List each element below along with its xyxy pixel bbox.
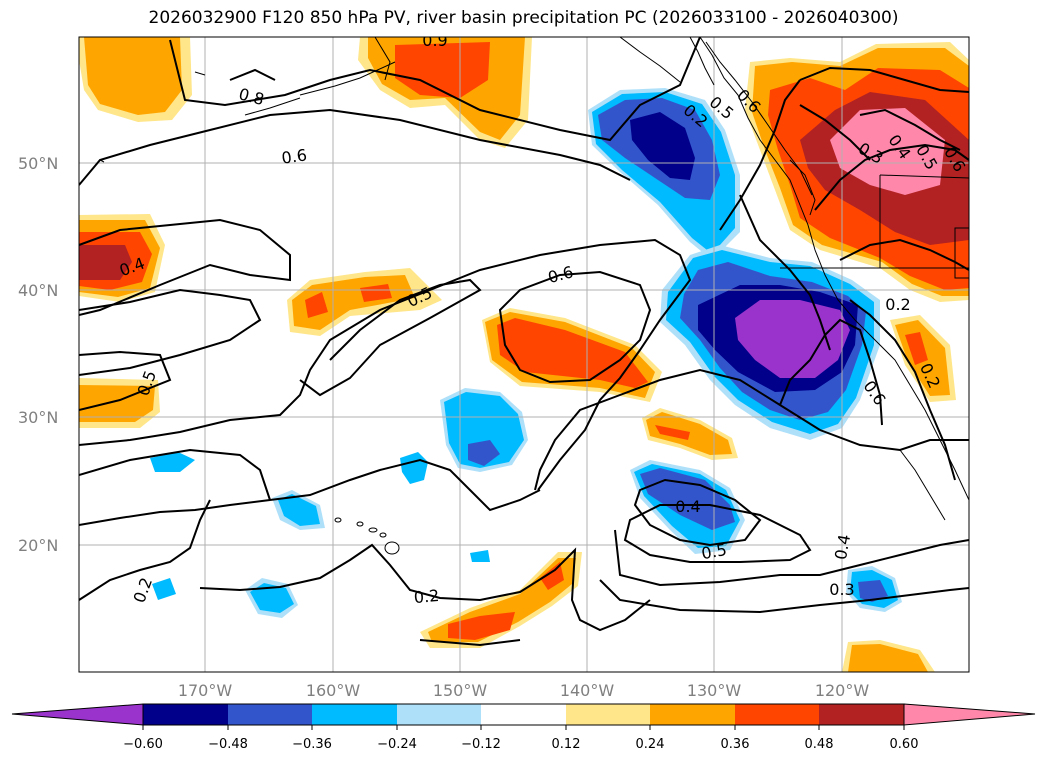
colorbar-tick-label: −0.36 <box>292 737 332 752</box>
colorbar-segment <box>312 704 397 725</box>
anomaly-central-40n-inner-b <box>360 284 392 302</box>
lon-label: 150°W <box>433 681 488 700</box>
colorbar-tick-label: −0.60 <box>123 737 163 752</box>
colorbar: −0.60 −0.48 −0.36 −0.24 −0.12 0.12 0.24 … <box>11 703 1036 752</box>
colorbar-segment <box>566 704 650 725</box>
lon-label: 160°W <box>306 681 361 700</box>
colorbar-ticks <box>142 725 905 730</box>
contour-label: 0.2 <box>885 295 910 314</box>
anomaly-small-f-inner <box>858 580 888 602</box>
contour-label: 0.4 <box>831 533 854 561</box>
lon-label: 140°W <box>560 681 615 700</box>
anomaly-small-a <box>150 452 195 472</box>
anomaly-15n-band-inner-b <box>540 562 564 590</box>
contour-label: 0.5 <box>700 540 728 563</box>
colorbar-extend-min <box>11 703 144 726</box>
contour-label: 0.2 <box>413 586 440 607</box>
colorbar-tick-label: 0.36 <box>721 737 750 752</box>
anomaly-small-e <box>152 578 176 600</box>
map-panel: 0.9 0.8 0.6 0.4 0.5 0.6 0.5 0.5 0.2 0.6 … <box>79 31 969 672</box>
map-title: 2026032900 F120 850 hPa PV, river basin … <box>148 8 899 28</box>
anomaly-25n-blue-inner <box>640 468 735 530</box>
map-frame <box>78 36 970 673</box>
colorbar-frame <box>142 703 905 726</box>
anomaly-30n-cyan-inner <box>468 440 500 466</box>
contour-label: 0.4 <box>675 497 700 516</box>
pv-contours <box>79 37 969 647</box>
colorbar-segment <box>819 704 904 725</box>
colorbar-segment <box>143 704 228 725</box>
anomaly-nw-corner-core <box>84 37 182 115</box>
colorbar-segment <box>735 704 819 725</box>
colorbar-tick-label: −0.48 <box>208 737 248 752</box>
anomaly-30n-cyan-core <box>444 392 524 468</box>
anomaly-small-g <box>470 550 490 562</box>
colorbar-segment <box>397 704 481 725</box>
anomaly-small-c-core <box>250 583 294 613</box>
colorbar-extend-max <box>903 703 1036 726</box>
anomaly-west-midlat-peak <box>79 245 132 280</box>
latitude-labels: 50°N 40°N 30°N 20°N <box>18 154 58 555</box>
colorbar-tick-label: 0.12 <box>552 737 581 752</box>
lon-label: 120°W <box>815 681 870 700</box>
anomaly-central-40n-inner-a <box>305 292 328 318</box>
colorbar-tick-label: −0.12 <box>461 737 501 752</box>
anomaly-north-band-inner <box>395 42 490 98</box>
lon-label: 170°W <box>178 681 233 700</box>
colorbar-tick-label: 0.48 <box>805 737 834 752</box>
lat-label: 30°N <box>18 408 58 427</box>
lat-label: 50°N <box>18 154 58 173</box>
anomaly-small-b-core <box>278 494 320 526</box>
anomaly-coast-35n-inner <box>905 332 928 365</box>
lat-label: 20°N <box>18 536 58 555</box>
anomaly-bottom-right-core <box>848 644 928 672</box>
colorbar-segment <box>650 704 735 725</box>
colorbar-tick-label: 0.60 <box>890 737 919 752</box>
colorbar-segment <box>481 704 566 725</box>
lat-label: 40°N <box>18 281 58 300</box>
positive-precip-fields <box>79 37 969 672</box>
lon-label: 130°W <box>687 681 742 700</box>
contour-label: 0.3 <box>829 580 854 599</box>
anomaly-central-35n-inner <box>497 318 648 388</box>
contour-label: 0.6 <box>280 145 308 167</box>
anomaly-big-low-peak <box>735 300 850 378</box>
colorbar-tick-label: −0.24 <box>377 737 417 752</box>
colorbar-tick-label: 0.24 <box>636 737 665 752</box>
longitude-labels: 170°W 160°W 150°W 140°W 130°W 120°W <box>178 681 870 700</box>
contour-label: 0.9 <box>422 31 447 50</box>
colorbar-segment <box>228 704 312 725</box>
hawaii-islands <box>334 517 400 555</box>
gridlines <box>79 37 969 672</box>
anomaly-30n-135w-inner <box>655 425 690 440</box>
anomaly-15n-band-inner <box>448 612 515 640</box>
